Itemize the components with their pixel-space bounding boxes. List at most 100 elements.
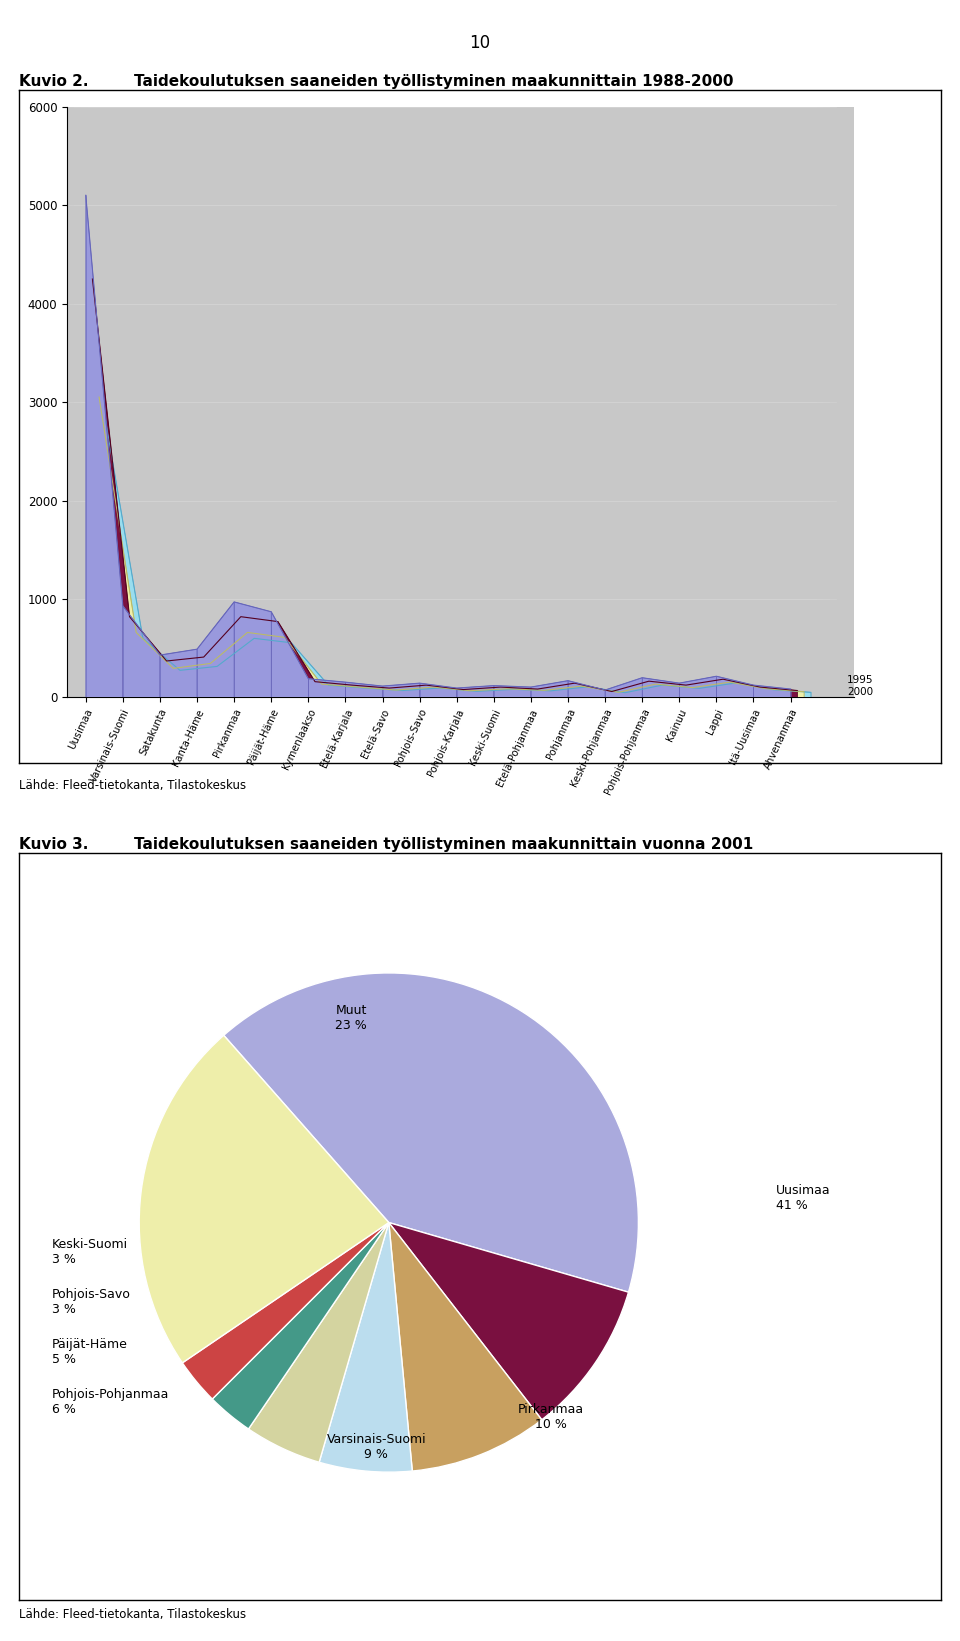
Polygon shape: [493, 686, 531, 697]
Polygon shape: [254, 638, 291, 697]
Polygon shape: [544, 686, 582, 697]
Polygon shape: [136, 632, 174, 697]
Polygon shape: [730, 683, 767, 697]
Polygon shape: [760, 688, 797, 697]
Polygon shape: [538, 683, 575, 697]
Polygon shape: [352, 686, 389, 697]
Polygon shape: [389, 686, 426, 697]
Polygon shape: [774, 689, 810, 697]
Polygon shape: [359, 688, 396, 697]
Polygon shape: [420, 683, 457, 697]
Text: Kuvio 3.: Kuvio 3.: [19, 837, 88, 852]
Polygon shape: [575, 683, 612, 697]
Wedge shape: [139, 1035, 389, 1362]
Text: Pohjois-Savo
3 %: Pohjois-Savo 3 %: [52, 1288, 131, 1316]
Text: Varsinais-Suomi
9 %: Varsinais-Suomi 9 %: [326, 1433, 426, 1460]
Polygon shape: [531, 681, 568, 697]
Polygon shape: [106, 422, 143, 697]
Polygon shape: [92, 279, 130, 697]
Polygon shape: [277, 622, 315, 697]
Polygon shape: [433, 688, 470, 697]
Polygon shape: [210, 632, 248, 697]
Polygon shape: [662, 686, 699, 697]
Polygon shape: [160, 650, 197, 697]
Polygon shape: [551, 688, 588, 697]
Polygon shape: [291, 643, 328, 697]
Polygon shape: [123, 606, 160, 697]
Polygon shape: [382, 683, 420, 697]
Text: Taidekoulutuksen saaneiden työllistyminen maakunnittain 1988-2000: Taidekoulutuksen saaneiden työllistymine…: [134, 74, 733, 89]
Polygon shape: [322, 684, 359, 697]
Text: 10: 10: [469, 34, 491, 53]
Polygon shape: [625, 686, 662, 697]
Polygon shape: [464, 688, 500, 697]
Polygon shape: [723, 679, 760, 697]
Polygon shape: [167, 656, 204, 697]
Polygon shape: [767, 689, 804, 697]
Polygon shape: [693, 683, 730, 697]
Polygon shape: [197, 602, 234, 697]
Polygon shape: [612, 681, 649, 697]
Text: Pirkanmaa
10 %: Pirkanmaa 10 %: [518, 1403, 584, 1431]
Polygon shape: [366, 688, 402, 697]
Polygon shape: [754, 686, 791, 697]
Polygon shape: [736, 683, 774, 697]
Polygon shape: [457, 686, 493, 697]
Wedge shape: [389, 1223, 541, 1470]
Polygon shape: [699, 683, 736, 697]
Polygon shape: [241, 617, 277, 697]
Polygon shape: [605, 678, 642, 697]
Text: Kuvio 2.: Kuvio 2.: [19, 74, 88, 89]
Polygon shape: [470, 689, 507, 697]
Polygon shape: [328, 686, 366, 697]
Polygon shape: [642, 678, 680, 697]
Polygon shape: [514, 689, 551, 697]
Polygon shape: [346, 683, 382, 697]
Text: Taidekoulutuksen saaneiden työllistyminen maakunnittain vuonna 2001: Taidekoulutuksen saaneiden työllistymine…: [134, 837, 754, 852]
Text: Pohjois-Pohjanmaa
6 %: Pohjois-Pohjanmaa 6 %: [52, 1388, 169, 1416]
Polygon shape: [426, 686, 464, 697]
Polygon shape: [588, 688, 625, 697]
Polygon shape: [99, 397, 136, 697]
Text: Päijät-Häme
5 %: Päijät-Häme 5 %: [52, 1339, 128, 1367]
Polygon shape: [248, 632, 284, 697]
Polygon shape: [174, 663, 210, 697]
Polygon shape: [315, 681, 352, 697]
Polygon shape: [686, 679, 723, 697]
Polygon shape: [308, 679, 346, 697]
Text: Lähde: Fleed-tietokanta, Tilastokeskus: Lähde: Fleed-tietokanta, Tilastokeskus: [19, 1608, 247, 1621]
Wedge shape: [249, 1223, 389, 1462]
Polygon shape: [272, 612, 308, 697]
Text: Lähde: Fleed-tietokanta, Tilastokeskus: Lähde: Fleed-tietokanta, Tilastokeskus: [19, 779, 247, 793]
Polygon shape: [180, 666, 217, 697]
Polygon shape: [568, 681, 605, 697]
Polygon shape: [284, 637, 322, 697]
Polygon shape: [85, 195, 123, 697]
Polygon shape: [582, 686, 618, 697]
Wedge shape: [319, 1223, 412, 1472]
Polygon shape: [217, 638, 254, 697]
Polygon shape: [204, 617, 241, 697]
Polygon shape: [680, 676, 716, 697]
Polygon shape: [716, 676, 754, 697]
Polygon shape: [500, 688, 538, 697]
Text: Uusimaa
41 %: Uusimaa 41 %: [776, 1183, 830, 1211]
Polygon shape: [143, 638, 180, 697]
Text: 2000: 2000: [847, 686, 873, 696]
Text: Muut
23 %: Muut 23 %: [335, 1004, 368, 1032]
Polygon shape: [130, 617, 167, 697]
Polygon shape: [649, 681, 686, 697]
Polygon shape: [477, 689, 514, 697]
Polygon shape: [234, 602, 272, 697]
Wedge shape: [224, 973, 638, 1291]
Polygon shape: [440, 688, 477, 697]
Polygon shape: [656, 684, 693, 697]
Polygon shape: [618, 684, 656, 697]
Wedge shape: [212, 1223, 389, 1429]
Text: 1995: 1995: [847, 674, 874, 684]
Wedge shape: [182, 1223, 389, 1400]
Polygon shape: [402, 688, 440, 697]
Text: Keski-Suomi
3 %: Keski-Suomi 3 %: [52, 1239, 128, 1267]
Wedge shape: [389, 1223, 629, 1419]
Polygon shape: [396, 688, 433, 697]
